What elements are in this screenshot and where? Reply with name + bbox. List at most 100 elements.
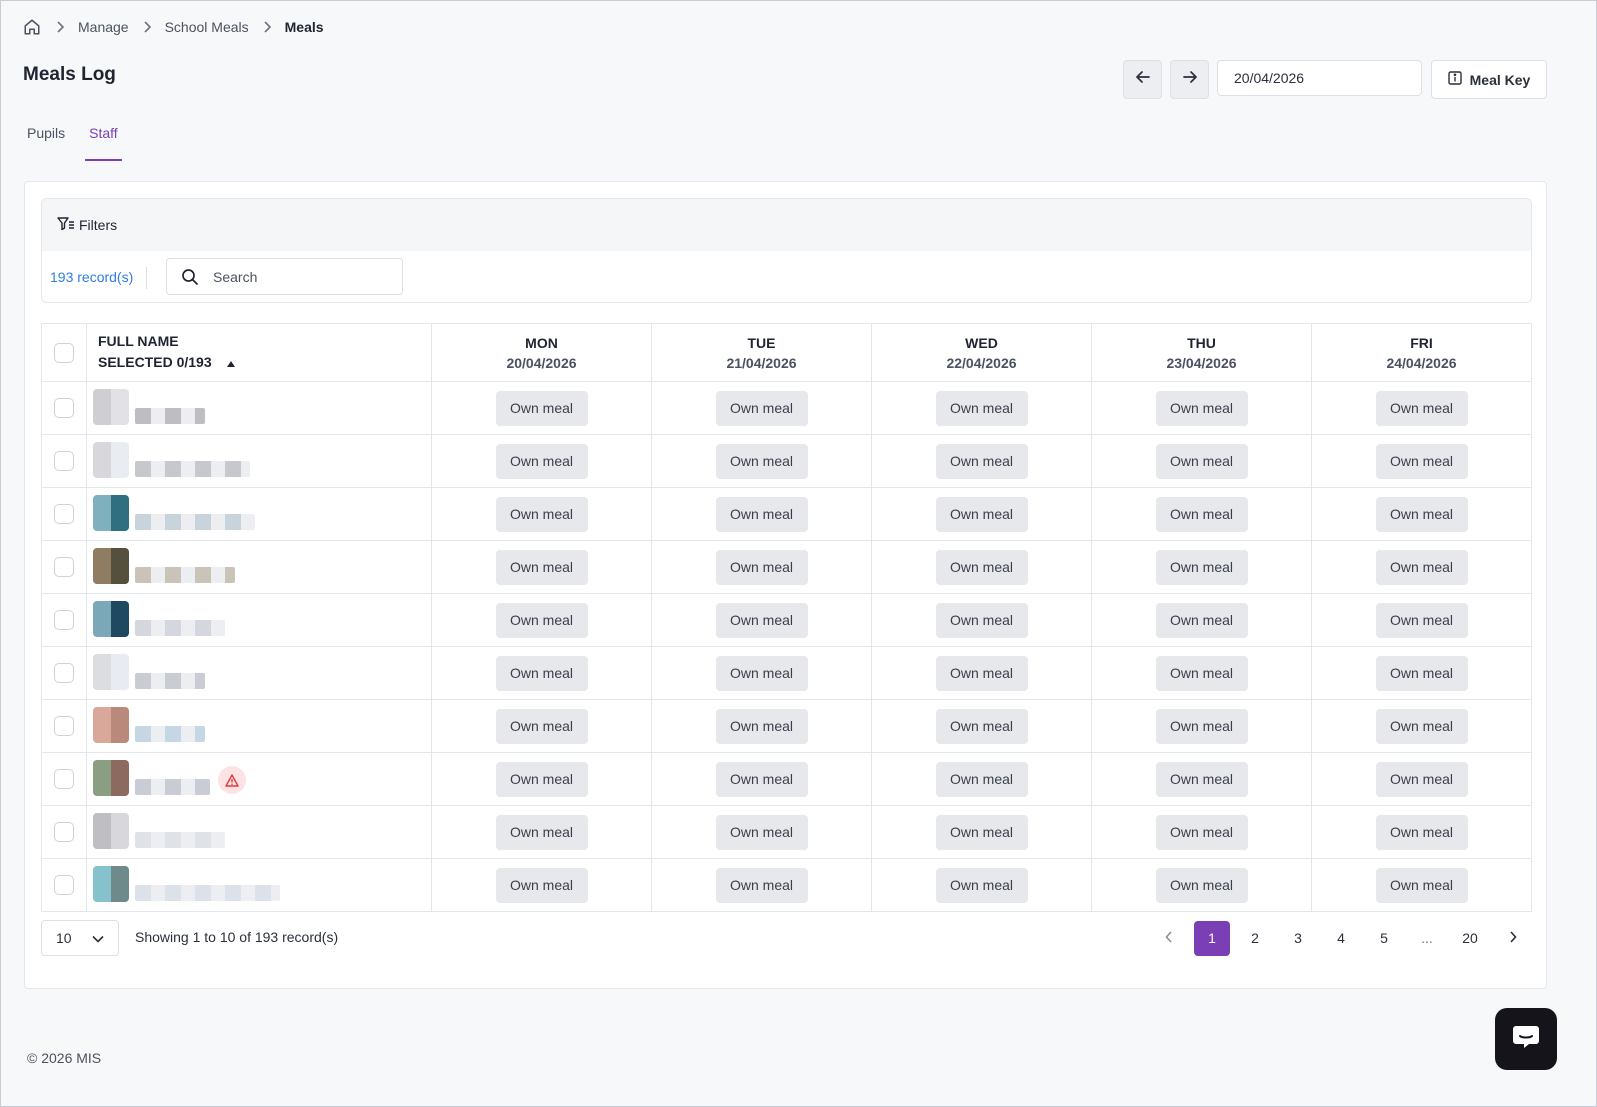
- full-name-cell: [86, 381, 432, 435]
- own-meal-badge[interactable]: Own meal: [935, 602, 1028, 638]
- own-meal-badge[interactable]: Own meal: [935, 443, 1028, 479]
- row-checkbox[interactable]: [54, 398, 74, 418]
- own-meal-badge[interactable]: Own meal: [935, 761, 1028, 797]
- table-row[interactable]: Own meal Own meal Own meal Own meal Own meal: [41, 752, 1532, 806]
- tab-staff[interactable]: Staff: [85, 118, 122, 161]
- page-2-button[interactable]: 2: [1251, 930, 1259, 946]
- own-meal-badge[interactable]: Own meal: [495, 602, 588, 638]
- own-meal-badge[interactable]: Own meal: [1155, 443, 1248, 479]
- chat-launcher-button[interactable]: [1495, 1008, 1557, 1070]
- next-week-button[interactable]: [1170, 60, 1209, 99]
- page-4-button[interactable]: 4: [1337, 930, 1345, 946]
- row-checkbox[interactable]: [54, 451, 74, 471]
- own-meal-badge[interactable]: Own meal: [1155, 496, 1248, 532]
- breadcrumb-manage[interactable]: Manage: [78, 19, 129, 35]
- own-meal-badge[interactable]: Own meal: [935, 549, 1028, 585]
- own-meal-badge[interactable]: Own meal: [1375, 390, 1468, 426]
- own-meal-badge[interactable]: Own meal: [935, 708, 1028, 744]
- own-meal-badge[interactable]: Own meal: [715, 867, 808, 903]
- own-meal-badge[interactable]: Own meal: [1155, 761, 1248, 797]
- next-page-button[interactable]: [1495, 921, 1531, 956]
- own-meal-badge[interactable]: Own meal: [1375, 761, 1468, 797]
- own-meal-badge[interactable]: Own meal: [715, 549, 808, 585]
- own-meal-badge[interactable]: Own meal: [495, 549, 588, 585]
- own-meal-badge[interactable]: Own meal: [715, 761, 808, 797]
- own-meal-badge[interactable]: Own meal: [495, 708, 588, 744]
- own-meal-badge[interactable]: Own meal: [495, 867, 588, 903]
- own-meal-badge[interactable]: Own meal: [715, 655, 808, 691]
- page-size-select[interactable]: 10: [41, 920, 119, 956]
- home-icon[interactable]: [22, 17, 42, 37]
- row-checkbox[interactable]: [54, 822, 74, 842]
- own-meal-badge[interactable]: Own meal: [1375, 708, 1468, 744]
- row-checkbox[interactable]: [54, 716, 74, 736]
- own-meal-badge[interactable]: Own meal: [715, 390, 808, 426]
- own-meal-badge[interactable]: Own meal: [495, 496, 588, 532]
- row-checkbox[interactable]: [54, 769, 74, 789]
- own-meal-badge[interactable]: Own meal: [935, 867, 1028, 903]
- row-checkbox[interactable]: [54, 610, 74, 630]
- row-checkbox[interactable]: [54, 504, 74, 524]
- date-field[interactable]: [1217, 60, 1422, 96]
- sort-ascending-icon[interactable]: [226, 353, 236, 374]
- table-row[interactable]: Own meal Own meal Own meal Own meal Own meal: [41, 593, 1532, 647]
- own-meal-badge[interactable]: Own meal: [935, 496, 1028, 532]
- own-meal-badge[interactable]: Own meal: [715, 443, 808, 479]
- select-all-checkbox[interactable]: [54, 342, 74, 363]
- page-5-button[interactable]: 5: [1380, 930, 1388, 946]
- row-checkbox[interactable]: [54, 663, 74, 683]
- table-row[interactable]: Own meal Own meal Own meal Own meal Own meal: [41, 487, 1532, 541]
- meal-cell-fri: Own meal: [1311, 858, 1532, 912]
- row-checkbox[interactable]: [54, 875, 74, 895]
- page-20-button[interactable]: 20: [1462, 930, 1478, 946]
- own-meal-badge[interactable]: Own meal: [495, 814, 588, 850]
- page-1-button[interactable]: 1: [1194, 920, 1230, 956]
- own-meal-badge[interactable]: Own meal: [1375, 496, 1468, 532]
- table-row[interactable]: Own meal Own meal Own meal Own meal Own meal: [41, 381, 1532, 435]
- own-meal-badge[interactable]: Own meal: [1155, 867, 1248, 903]
- table-row[interactable]: Own meal Own meal Own meal Own meal Own meal: [41, 805, 1532, 859]
- own-meal-badge[interactable]: Own meal: [1155, 549, 1248, 585]
- prev-page-button[interactable]: [1151, 921, 1187, 956]
- own-meal-badge[interactable]: Own meal: [1375, 602, 1468, 638]
- table-row[interactable]: Own meal Own meal Own meal Own meal Own meal: [41, 646, 1532, 700]
- own-meal-badge[interactable]: Own meal: [935, 390, 1028, 426]
- row-checkbox[interactable]: [54, 557, 74, 577]
- own-meal-badge[interactable]: Own meal: [1375, 867, 1468, 903]
- table-row[interactable]: Own meal Own meal Own meal Own meal Own meal: [41, 434, 1532, 488]
- own-meal-badge[interactable]: Own meal: [1155, 390, 1248, 426]
- own-meal-badge[interactable]: Own meal: [495, 655, 588, 691]
- filters-toggle[interactable]: Filters: [42, 199, 1531, 251]
- own-meal-badge[interactable]: Own meal: [1155, 655, 1248, 691]
- own-meal-badge[interactable]: Own meal: [495, 390, 588, 426]
- own-meal-badge[interactable]: Own meal: [1375, 443, 1468, 479]
- own-meal-badge[interactable]: Own meal: [715, 708, 808, 744]
- own-meal-badge[interactable]: Own meal: [1375, 549, 1468, 585]
- own-meal-badge[interactable]: Own meal: [495, 443, 588, 479]
- own-meal-badge[interactable]: Own meal: [1155, 602, 1248, 638]
- table-row[interactable]: Own meal Own meal Own meal Own meal Own meal: [41, 858, 1532, 912]
- meal-cell-tue: Own meal: [651, 593, 872, 647]
- page-3-button[interactable]: 3: [1294, 930, 1302, 946]
- previous-week-button[interactable]: [1123, 60, 1162, 99]
- own-meal-badge[interactable]: Own meal: [715, 814, 808, 850]
- own-meal-badge[interactable]: Own meal: [715, 496, 808, 532]
- breadcrumb-school-meals[interactable]: School Meals: [164, 19, 249, 35]
- own-meal-badge[interactable]: Own meal: [935, 655, 1028, 691]
- showing-records: Showing 1 to 10 of 193 record(s): [135, 929, 339, 945]
- table-row[interactable]: Own meal Own meal Own meal Own meal Own meal: [41, 540, 1532, 594]
- search-input[interactable]: [213, 268, 393, 285]
- own-meal-badge[interactable]: Own meal: [1375, 814, 1468, 850]
- tab-pupils[interactable]: Pupils: [27, 125, 66, 141]
- own-meal-badge[interactable]: Own meal: [495, 761, 588, 797]
- meal-key-button[interactable]: Meal Key: [1431, 60, 1547, 99]
- own-meal-badge[interactable]: Own meal: [935, 814, 1028, 850]
- own-meal-badge[interactable]: Own meal: [1155, 814, 1248, 850]
- full-name-header[interactable]: FULL NAME SELECTED 0/193: [86, 323, 432, 382]
- own-meal-badge[interactable]: Own meal: [715, 602, 808, 638]
- warning-triangle-icon[interactable]: [218, 766, 246, 794]
- own-meal-badge[interactable]: Own meal: [1375, 655, 1468, 691]
- own-meal-badge[interactable]: Own meal: [1155, 708, 1248, 744]
- table-row[interactable]: Own meal Own meal Own meal Own meal Own meal: [41, 699, 1532, 753]
- arrow-right-icon: [1182, 69, 1198, 90]
